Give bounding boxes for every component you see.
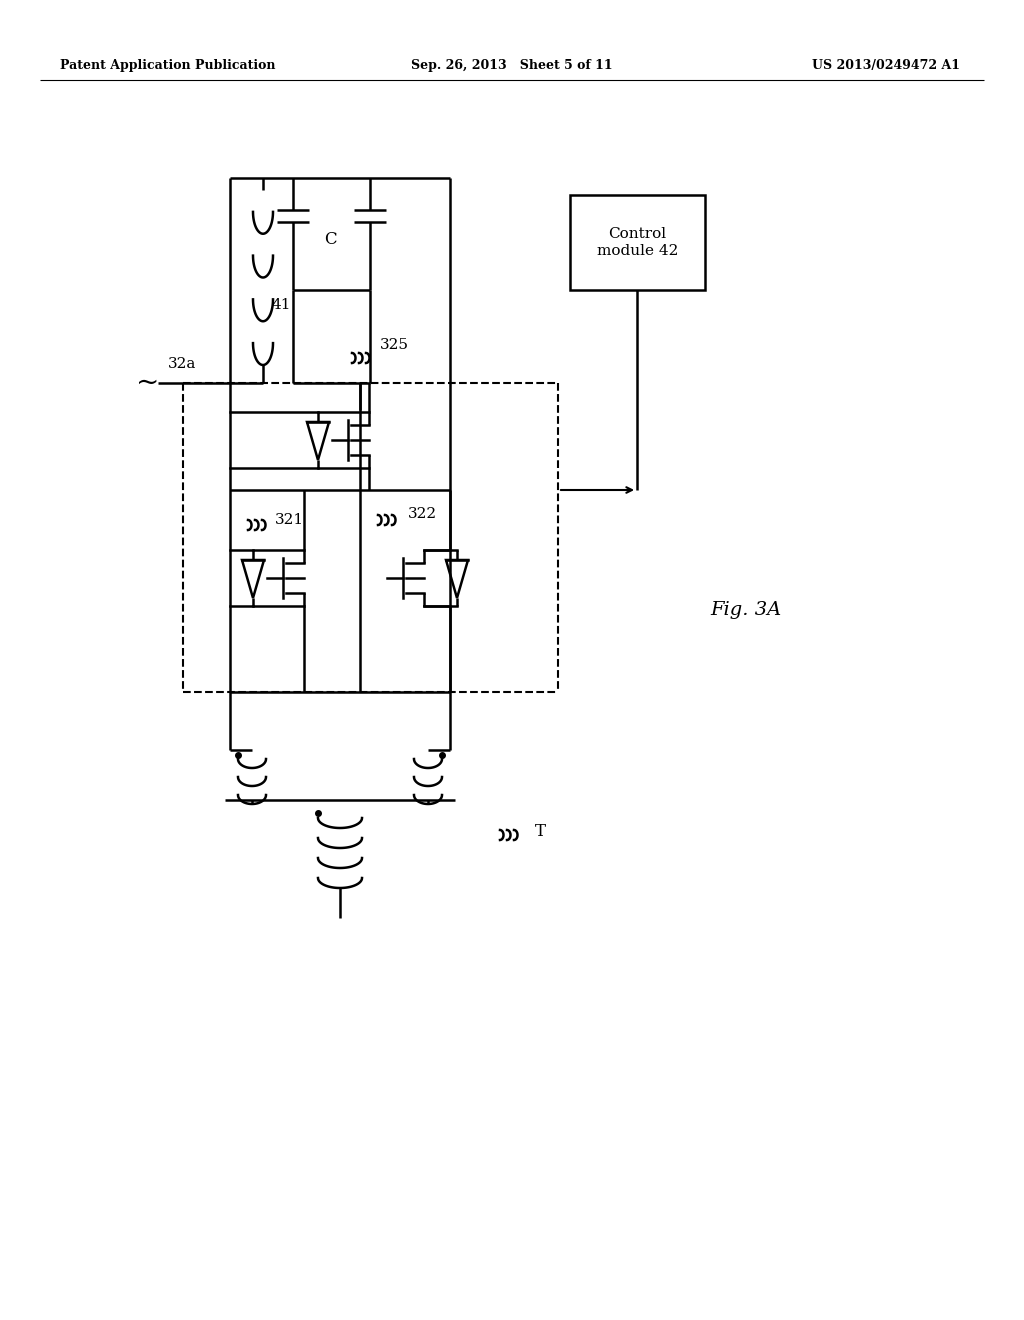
Text: T: T	[535, 824, 546, 841]
Text: ~: ~	[136, 370, 160, 396]
Text: C: C	[324, 231, 336, 248]
Text: Patent Application Publication: Patent Application Publication	[60, 58, 275, 71]
Text: 41: 41	[272, 298, 292, 312]
Text: 321: 321	[275, 513, 304, 527]
Text: US 2013/0249472 A1: US 2013/0249472 A1	[812, 58, 961, 71]
Text: Control
module 42: Control module 42	[597, 227, 678, 257]
Text: 325: 325	[380, 338, 409, 352]
Bar	[570, 195, 705, 290]
Text: 32a: 32a	[168, 356, 197, 371]
Text: Fig. 3A: Fig. 3A	[710, 601, 781, 619]
Text: 322: 322	[408, 507, 437, 521]
Text: Sep. 26, 2013   Sheet 5 of 11: Sep. 26, 2013 Sheet 5 of 11	[412, 58, 612, 71]
